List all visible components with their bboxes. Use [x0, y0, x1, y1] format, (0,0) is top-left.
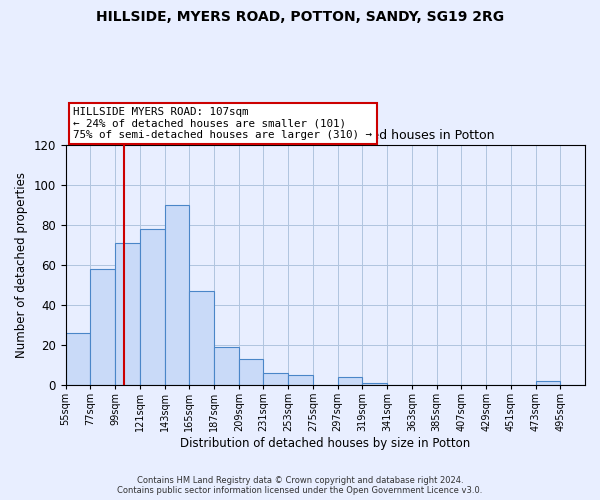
- Bar: [91, 269, 115, 385]
- Bar: [65, 333, 91, 385]
- Bar: [115, 243, 140, 385]
- Text: Contains HM Land Registry data © Crown copyright and database right 2024.
Contai: Contains HM Land Registry data © Crown c…: [118, 476, 482, 495]
- Bar: [239, 359, 263, 385]
- Bar: [190, 291, 214, 385]
- Bar: [164, 205, 190, 385]
- X-axis label: Distribution of detached houses by size in Potton: Distribution of detached houses by size …: [180, 437, 470, 450]
- Title: Size of property relative to detached houses in Potton: Size of property relative to detached ho…: [157, 130, 494, 142]
- Bar: [362, 383, 387, 385]
- Bar: [263, 373, 288, 385]
- Bar: [140, 229, 164, 385]
- Y-axis label: Number of detached properties: Number of detached properties: [15, 172, 28, 358]
- Bar: [338, 377, 362, 385]
- Bar: [288, 375, 313, 385]
- Text: HILLSIDE MYERS ROAD: 107sqm
← 24% of detached houses are smaller (101)
75% of se: HILLSIDE MYERS ROAD: 107sqm ← 24% of det…: [73, 107, 373, 140]
- Text: HILLSIDE, MYERS ROAD, POTTON, SANDY, SG19 2RG: HILLSIDE, MYERS ROAD, POTTON, SANDY, SG1…: [96, 10, 504, 24]
- Bar: [536, 381, 560, 385]
- Bar: [214, 347, 239, 385]
